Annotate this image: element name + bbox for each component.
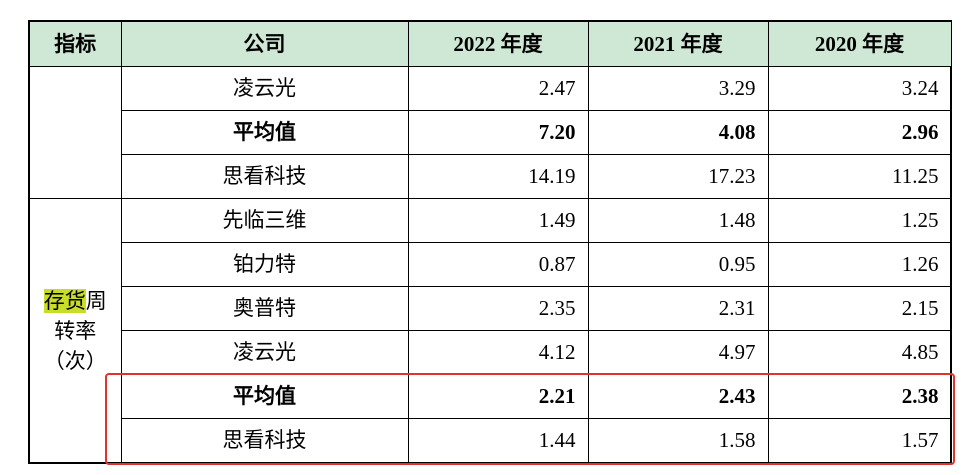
indicator-unit: （次）	[43, 348, 107, 373]
turnover-table: 指标 公司 2022 年度 2021 年度 2020 年度 凌云光 2.47 3…	[28, 20, 952, 464]
value-2020: 1.26	[767, 242, 952, 287]
indicator-cell-1	[28, 66, 122, 199]
table-row: 凌云光 4.12 4.97 4.85	[29, 330, 952, 375]
table-header-row: 指标 公司 2022 年度 2021 年度 2020 年度	[28, 20, 952, 67]
company-cell: 凌云光	[120, 66, 409, 111]
value-2021: 4.97	[587, 330, 769, 375]
value-2020: 2.96	[767, 110, 952, 155]
header-2020: 2020 年度	[767, 20, 952, 67]
header-2022: 2022 年度	[407, 20, 589, 67]
value-2022: 2.35	[407, 286, 589, 331]
value-2022: 0.87	[407, 242, 589, 287]
table-row: 思看科技 14.19 17.23 11.25	[29, 154, 952, 199]
indicator-cell-inventory-turnover: 存货周 转率 （次）	[28, 198, 122, 464]
value-2020: 3.24	[767, 66, 952, 111]
indicator-text-line2: 转率	[54, 318, 97, 343]
value-2021: 1.58	[587, 418, 769, 464]
value-2021: 3.29	[587, 66, 769, 111]
value-2021: 4.08	[587, 110, 769, 155]
value-2022: 14.19	[407, 154, 589, 199]
header-2021: 2021 年度	[587, 20, 769, 67]
company-cell: 铂力特	[120, 242, 409, 287]
value-2022: 1.44	[407, 418, 589, 464]
company-cell: 凌云光	[120, 330, 409, 375]
table-row: 存货周 转率 （次） 先临三维 1.49 1.48 1.25	[28, 198, 952, 464]
company-cell: 思看科技	[120, 418, 409, 464]
value-2021: 17.23	[587, 154, 769, 199]
company-cell: 平均值	[120, 374, 409, 419]
value-2022: 4.12	[407, 330, 589, 375]
value-2022: 7.20	[407, 110, 589, 155]
value-2021: 2.43	[587, 374, 769, 419]
value-2020: 2.15	[767, 286, 952, 331]
table-row: 奥普特 2.35 2.31 2.15	[29, 286, 952, 331]
value-2021: 0.95	[587, 242, 769, 287]
value-2021: 2.31	[587, 286, 769, 331]
value-2020: 1.57	[767, 418, 952, 464]
company-cell: 思看科技	[120, 154, 409, 199]
company-cell: 平均值	[120, 110, 409, 155]
value-2022: 2.21	[407, 374, 589, 419]
value-2021: 1.48	[587, 198, 769, 243]
value-2022: 1.49	[407, 198, 589, 243]
table-row-average: 平均值 7.20 4.08 2.96	[29, 110, 952, 155]
value-2020: 4.85	[767, 330, 952, 375]
company-cell: 先临三维	[120, 198, 409, 243]
value-2020: 11.25	[767, 154, 952, 199]
table-row: 铂力特 0.87 0.95 1.26	[29, 242, 952, 287]
header-indicator: 指标	[28, 20, 122, 67]
value-2020: 2.38	[767, 374, 952, 419]
header-company: 公司	[120, 20, 409, 67]
data-table-container: 指标 公司 2022 年度 2021 年度 2020 年度 凌云光 2.47 3…	[28, 20, 952, 464]
table-row-average: 平均值 2.21 2.43 2.38	[29, 374, 952, 419]
table-row: 思看科技 1.44 1.58 1.57	[29, 418, 952, 464]
indicator-highlight: 存货	[43, 288, 86, 313]
table-row: 凌云光 2.47 3.29 3.24	[28, 66, 952, 199]
company-cell: 奥普特	[120, 286, 409, 331]
value-2020: 1.25	[767, 198, 952, 243]
value-2022: 2.47	[407, 66, 589, 111]
indicator-text: 周	[85, 288, 107, 313]
